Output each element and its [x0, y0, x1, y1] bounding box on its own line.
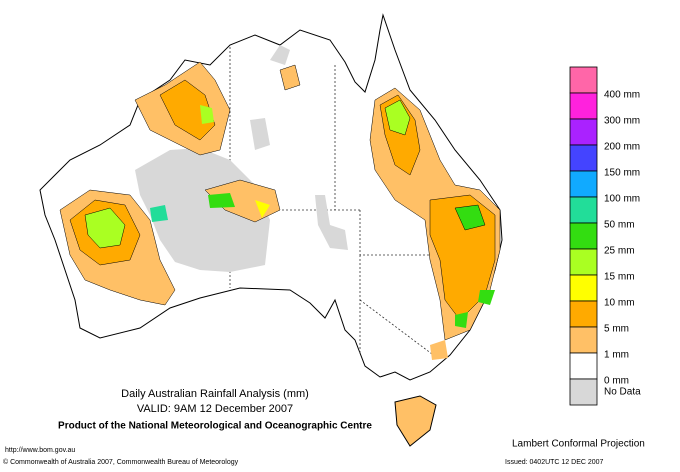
legend-label: 100 mm	[604, 194, 640, 205]
legend-swatch	[569, 326, 598, 354]
copyright: © Commonwealth of Australia 2007, Common…	[3, 458, 239, 466]
projection: Lambert Conformal Projection	[512, 439, 645, 450]
legend-swatch	[569, 144, 598, 172]
rain-area	[455, 312, 468, 328]
legend-swatch	[569, 170, 598, 198]
rain-area	[159, 79, 216, 141]
legend-swatch	[569, 118, 598, 146]
legend-swatch	[569, 92, 598, 120]
legend-label: 25 mm	[604, 246, 635, 257]
rain-area	[478, 290, 495, 305]
legend-label: 150 mm	[604, 168, 640, 179]
rain-area	[150, 205, 168, 222]
no-data-area	[270, 45, 290, 65]
legend-swatch	[569, 248, 598, 276]
legend-label: 50 mm	[604, 220, 635, 231]
product-note: Product of the National Meteorological a…	[58, 421, 372, 432]
no-data-area	[250, 118, 270, 150]
tasmania-outline	[394, 395, 437, 447]
source-url: http://www.bom.gov.au	[5, 447, 75, 454]
rain-area	[84, 207, 126, 249]
legend-label: 300 mm	[604, 116, 640, 127]
issued: Issued: 0402UTC 12 DEC 2007	[505, 459, 604, 466]
legend-label: 400 mm	[604, 90, 640, 101]
legend-swatch	[569, 378, 598, 406]
legend-swatch	[569, 66, 598, 94]
legend-label: 200 mm	[604, 142, 640, 153]
legend-swatch	[569, 222, 598, 250]
legend-swatch	[569, 300, 598, 328]
legend-label: 5 mm	[604, 324, 629, 335]
map-title: Daily Australian Rainfall Analysis (mm)	[121, 388, 309, 400]
legend-swatch	[569, 196, 598, 224]
rain-area	[208, 193, 235, 208]
rain-area	[255, 200, 270, 218]
rain-area	[384, 99, 411, 136]
rain-area	[200, 105, 214, 124]
no-data-area	[315, 195, 348, 250]
legend-swatch	[569, 352, 598, 380]
rain-area	[279, 64, 301, 91]
no-data-area	[135, 148, 270, 272]
legend-label: 15 mm	[604, 272, 635, 283]
legend-swatch	[569, 274, 598, 302]
rain-area	[454, 204, 486, 231]
legend: 400 mm 300 mm 200 mm 150 mm 100 mm 50 mm 25 mm…	[569, 66, 641, 406]
valid-date: VALID: 9AM 12 December 2007	[137, 403, 293, 415]
legend-label: No Data	[604, 387, 641, 398]
rain-area	[430, 340, 448, 360]
legend-label: 0 mm	[604, 376, 629, 387]
legend-label: 1 mm	[604, 350, 629, 361]
legend-label: 10 mm	[604, 298, 635, 309]
